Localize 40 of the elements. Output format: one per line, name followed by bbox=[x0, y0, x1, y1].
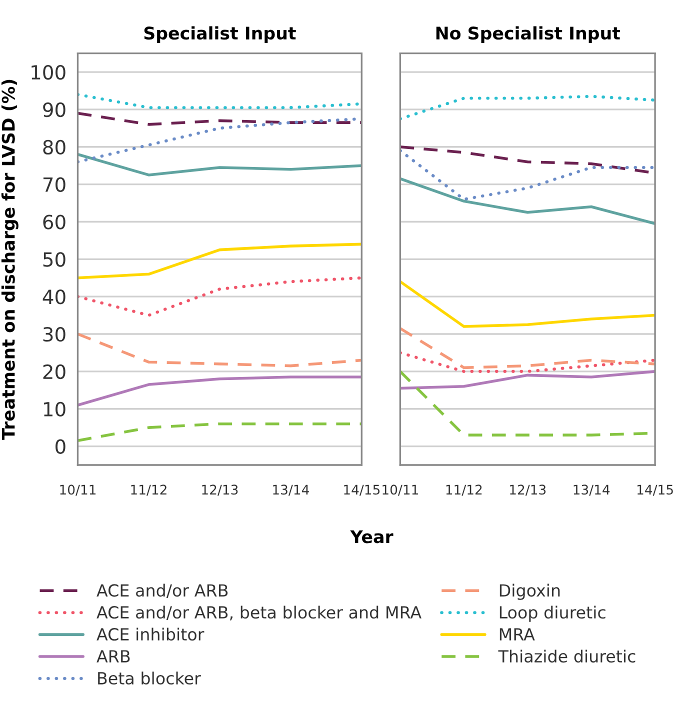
legend-label: Beta blocker bbox=[98, 672, 201, 685]
line-series bbox=[78, 332, 362, 368]
x-tick-label: 11/12 bbox=[446, 484, 482, 496]
legend-label: Digoxin bbox=[500, 584, 560, 600]
x-tick-label: 14/15 bbox=[344, 484, 380, 496]
line-series bbox=[78, 152, 362, 176]
line-series bbox=[78, 376, 362, 407]
x-tick-label: 10/11 bbox=[382, 484, 418, 496]
legend-label: ACE and/or ARB, beta blocker and MRA bbox=[96, 606, 422, 620]
x-tick-label: 12/13 bbox=[202, 484, 238, 496]
y-tick-label: 10 bbox=[44, 402, 66, 417]
y-tick-label: 80 bbox=[43, 140, 66, 155]
x-tick-label: 11/12 bbox=[131, 484, 166, 496]
x-tick-label: 13/14 bbox=[273, 484, 309, 496]
y-axis-title: Treatment on discharge for LVSD (%) bbox=[1, 80, 18, 440]
x-tick-label: 14/15 bbox=[637, 484, 673, 496]
y-tick-label: 30 bbox=[43, 326, 66, 342]
x-tick-label: 13/14 bbox=[574, 484, 610, 496]
legend-label: ACE and/or ARB bbox=[96, 584, 228, 598]
legend-label: Thiazide diuretic bbox=[498, 650, 636, 663]
y-tick-label: 50 bbox=[43, 252, 66, 267]
y-tick-label: 70 bbox=[43, 177, 66, 192]
line-series bbox=[78, 276, 362, 317]
y-tick-label: 60 bbox=[43, 214, 66, 230]
y-tick-label: 100 bbox=[32, 64, 66, 80]
y-tick-label: 90 bbox=[43, 102, 66, 118]
x-tick-label: 12/13 bbox=[510, 484, 546, 496]
legend-label: Loop diuretic bbox=[500, 606, 606, 622]
y-tick-label: 0 bbox=[56, 439, 66, 454]
line-series bbox=[78, 112, 362, 126]
x-tick-label: 10/11 bbox=[60, 484, 96, 496]
legend-label: ARB bbox=[96, 650, 130, 662]
legend-label: ACE inhibitor bbox=[96, 628, 204, 641]
chart-title: Specialist Input bbox=[144, 26, 296, 44]
y-tick-label: 20 bbox=[43, 364, 66, 380]
line-series bbox=[78, 242, 362, 280]
legend-label: MRA bbox=[500, 628, 535, 640]
x-axis-title: Year bbox=[350, 530, 394, 544]
y-tick-label: 40 bbox=[42, 290, 66, 304]
chart-title: No Specialist Input bbox=[436, 26, 620, 44]
